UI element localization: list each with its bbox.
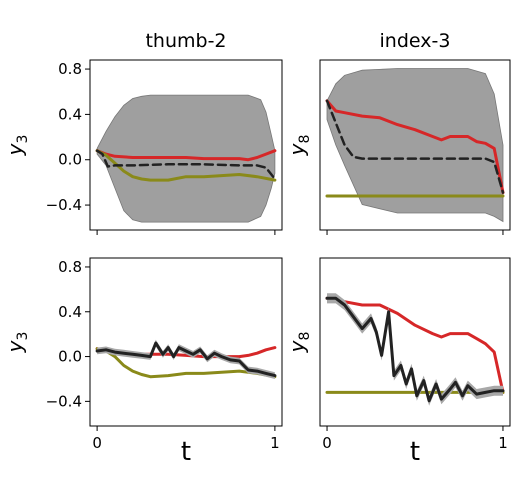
plot-area — [325, 293, 505, 406]
series-line-2 — [95, 347, 277, 379]
y-axis-label: y8 — [285, 332, 313, 354]
ytick-label: 0.8 — [58, 258, 82, 276]
x-axis-label: t — [181, 437, 191, 467]
axes-frame — [89, 257, 283, 427]
series-line-1 — [325, 99, 505, 195]
series-line-1 — [325, 296, 505, 394]
y-axis-label: y3 — [3, 332, 31, 354]
y-axis-label-subscript: 8 — [297, 135, 313, 144]
ytick-label: 0.4 — [58, 105, 82, 123]
series-line-3 — [95, 341, 277, 378]
y-axis-label-subscript: 3 — [15, 135, 31, 144]
y-axis-label-subscript: 8 — [297, 332, 313, 341]
series-band — [97, 339, 275, 379]
subplot-1: 0.8 0.4 0.0 −0.4 thumb-2 y3 — [3, 30, 283, 235]
series-line-3 — [95, 149, 277, 181]
ytick-label: 0.4 — [58, 303, 82, 321]
series-line-1 — [95, 149, 277, 162]
plot-area — [95, 94, 277, 223]
ytick-label: −0.4 — [46, 196, 82, 214]
xtick-label: 1 — [498, 434, 508, 452]
y-axis-label-base: y — [285, 339, 309, 353]
plot-area — [325, 68, 505, 223]
y-axis-label-base: y — [3, 339, 27, 353]
subplot-4: 0 1 t y8 — [285, 257, 511, 467]
axes-frame — [319, 59, 511, 231]
uncertainty-band — [326, 68, 504, 223]
subplot-title: thumb-2 — [145, 30, 226, 52]
x-axis-label: t — [410, 437, 420, 467]
axes-frame — [89, 59, 283, 231]
xtick-label: 1 — [270, 434, 280, 452]
plot-area — [95, 339, 277, 379]
y-axis-label: y3 — [3, 135, 31, 157]
ytick-label: 0.0 — [58, 348, 82, 366]
ytick-label: 0.0 — [58, 151, 82, 169]
y-axis-label-base: y — [3, 142, 27, 156]
subplot-title: index-3 — [380, 30, 451, 52]
xtick-label: 0 — [322, 434, 332, 452]
subplot-2: index-3 y8 — [285, 30, 511, 235]
y-axis-label: y8 — [285, 135, 313, 157]
y-axis-label-subscript: 3 — [15, 332, 31, 341]
axes-frame — [319, 257, 511, 427]
xtick-label: 0 — [92, 434, 102, 452]
y-axis-label-base: y — [285, 142, 309, 156]
series-line-2 — [325, 99, 505, 194]
series-line-3 — [325, 296, 505, 403]
ytick-label: 0.8 — [58, 60, 82, 78]
ytick-label: −0.4 — [46, 392, 82, 410]
subplot-3: 0.8 0.4 0.0 −0.4 0 1 t y3 — [3, 257, 283, 467]
